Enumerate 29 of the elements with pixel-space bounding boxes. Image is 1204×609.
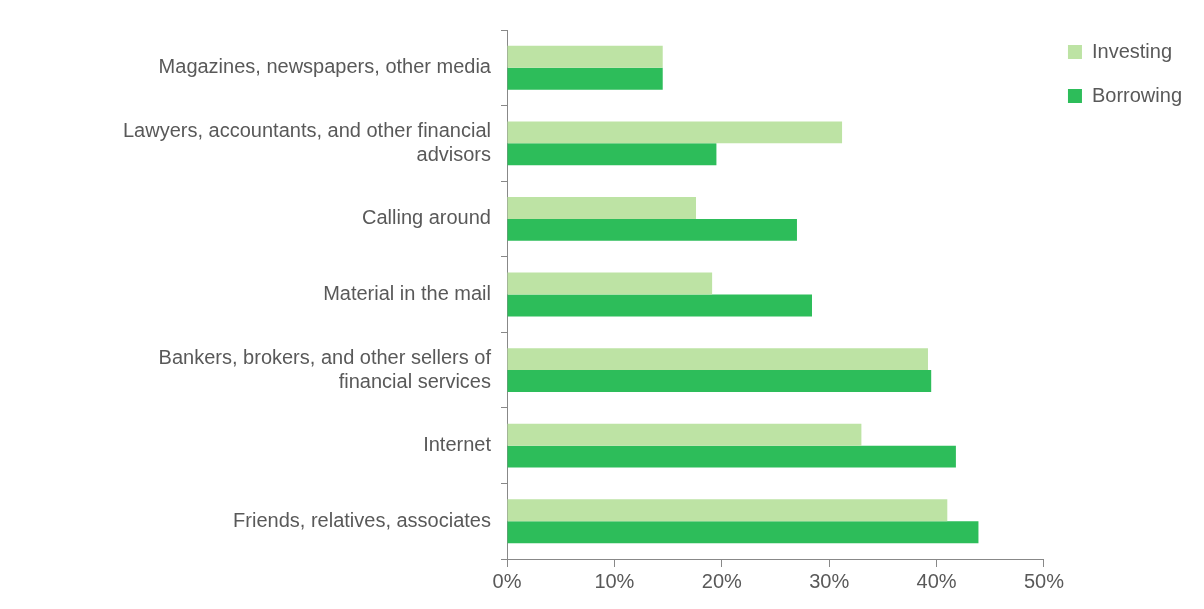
x-tick-label: 0%	[492, 569, 522, 592]
y-tick-label: Calling around	[362, 206, 491, 229]
bar	[507, 121, 843, 144]
bar	[507, 370, 932, 392]
legend-label: Borrowing	[1091, 83, 1183, 106]
bar	[507, 218, 797, 241]
legend-label: Investing	[1091, 39, 1173, 62]
bar	[507, 272, 713, 295]
x-tick-label: 30%	[809, 569, 850, 592]
bar	[507, 423, 862, 446]
bar	[507, 521, 979, 544]
bar	[507, 445, 956, 468]
y-tick-label: Lawyers, accountants, and other financial advisors	[123, 118, 491, 165]
bar	[507, 197, 697, 219]
bar	[507, 499, 948, 522]
bar	[507, 348, 928, 371]
bar	[507, 67, 663, 90]
bar	[507, 294, 812, 317]
bar	[507, 143, 717, 166]
x-tick-label: 50%	[1023, 569, 1065, 592]
x-tick-label: 40%	[916, 569, 957, 592]
y-tick-label: Bankers, brokers, and other sellers of financial services	[158, 345, 492, 392]
y-tick-label: Internet	[423, 433, 492, 456]
y-tick-label: Magazines, newspapers, other media	[158, 55, 492, 78]
y-tick-label: Material in the mail	[323, 282, 491, 305]
x-tick-label: 20%	[701, 569, 743, 592]
x-tick-label: 10%	[594, 569, 635, 592]
bar	[507, 45, 663, 68]
y-tick-label: Friends, relatives, associates	[233, 508, 491, 531]
